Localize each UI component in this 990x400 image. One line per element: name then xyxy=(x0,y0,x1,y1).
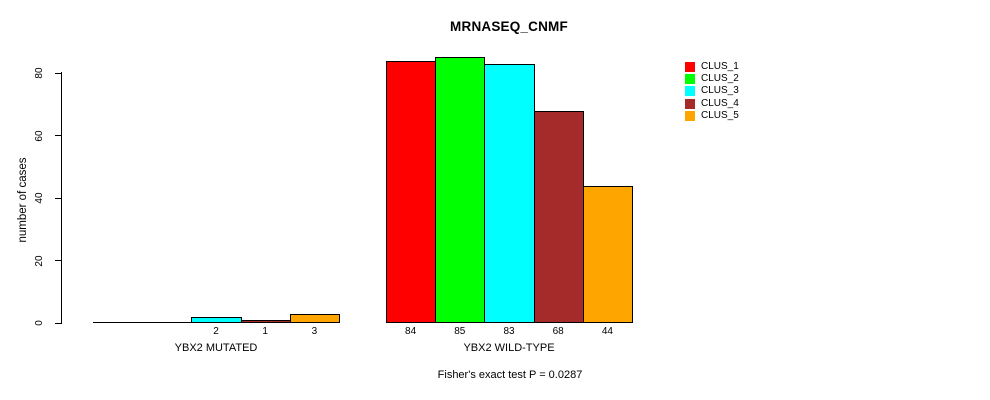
chart-title: MRNASEQ_CNMF xyxy=(450,19,568,34)
bar xyxy=(582,185,633,323)
y-axis-line xyxy=(61,72,62,324)
y-tick xyxy=(55,322,61,324)
bar xyxy=(386,60,437,323)
legend-label: CLUS_1 xyxy=(701,61,739,72)
y-tick xyxy=(55,135,61,136)
bar xyxy=(240,319,291,323)
legend-label: CLUS_3 xyxy=(701,85,739,97)
bar-value-label: 84 xyxy=(405,326,417,337)
legend-swatch xyxy=(685,62,695,72)
legend-label: CLUS_5 xyxy=(701,109,739,121)
fisher-test-annotation: Fisher's exact test P = 0.0287 xyxy=(437,369,583,381)
bar-value-label: 68 xyxy=(552,326,564,337)
y-tick xyxy=(55,197,61,199)
y-tick xyxy=(55,260,61,261)
zero-bar-line xyxy=(93,322,144,323)
y-tick-label: 80 xyxy=(34,67,45,79)
bar xyxy=(484,63,535,323)
bar-value-label: 44 xyxy=(601,326,613,337)
legend-label: CLUS_2 xyxy=(701,73,739,85)
bar xyxy=(533,110,584,323)
bar xyxy=(191,316,242,323)
y-tick-label: 60 xyxy=(34,129,45,142)
legend-swatch xyxy=(685,98,695,109)
y-tick-label: 40 xyxy=(34,192,45,204)
bar-value-label: 2 xyxy=(213,326,219,337)
bar-value-label: 1 xyxy=(262,326,268,337)
y-tick xyxy=(55,72,61,74)
bar-value-label: 3 xyxy=(311,326,318,337)
zero-bar-line xyxy=(142,322,193,323)
y-tick-label: 20 xyxy=(34,254,45,267)
legend-swatch xyxy=(685,74,695,85)
group-label: YBX2 WILD-TYPE xyxy=(463,342,555,354)
bar-value-label: 83 xyxy=(503,326,515,337)
y-tick-label: 0 xyxy=(34,320,45,326)
group-label: YBX2 MUTATED xyxy=(174,342,258,354)
bar-value-label: 85 xyxy=(454,326,466,337)
legend-label: CLUS_4 xyxy=(701,97,739,109)
bar xyxy=(289,313,340,323)
legend-swatch xyxy=(685,86,695,97)
legend-swatch xyxy=(685,110,695,121)
bar xyxy=(435,57,486,323)
